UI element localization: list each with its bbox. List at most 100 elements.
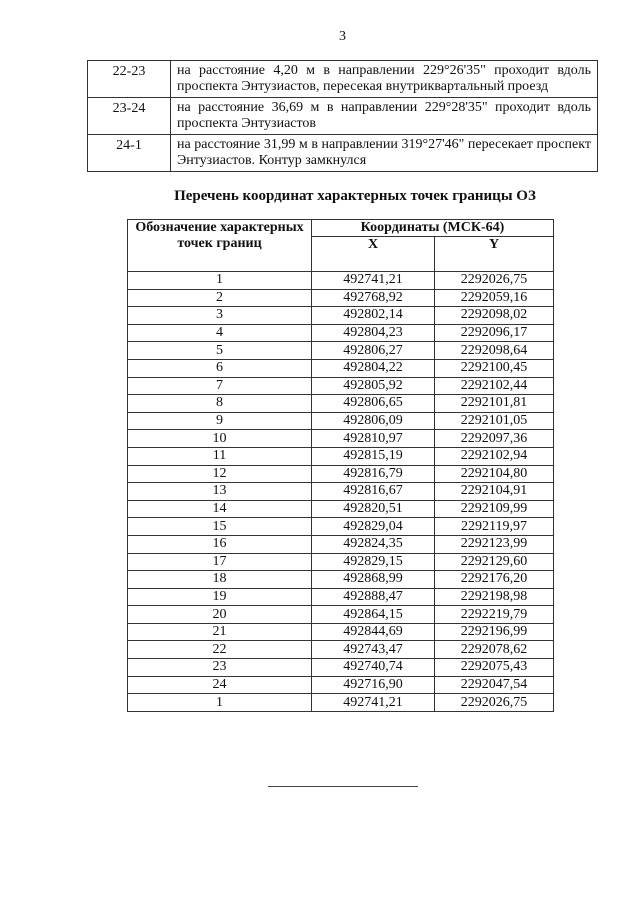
coordinates-table: Обозначение характерных точек границ Коо…	[127, 219, 554, 712]
table-row: 21 492844,69 2292196,99	[127, 622, 554, 642]
coord-x: 492829,15	[311, 552, 435, 572]
table-row: 22 492743,47 2292078,62	[127, 640, 554, 660]
point-number: 22	[127, 640, 312, 660]
coord-y: 2292101,05	[434, 411, 554, 431]
point-number: 19	[127, 587, 312, 607]
point-number: 17	[127, 552, 312, 572]
coord-x: 492741,21	[311, 693, 435, 712]
table-row: 23 492740,74 2292075,43	[127, 658, 554, 677]
table-row: 19 492888,47 2292198,98	[127, 587, 554, 607]
page-number: 3	[339, 29, 346, 44]
table-row: 6 492804,22 2292100,45	[127, 358, 554, 378]
point-number: 2	[127, 288, 312, 308]
coords-title: Перечень координат характерных точек гра…	[174, 188, 536, 204]
coord-y: 2292075,43	[434, 658, 554, 677]
coord-y: 2292078,62	[434, 640, 554, 660]
point-number: 7	[127, 376, 312, 396]
coord-x: 492740,74	[311, 658, 435, 677]
header-coords: Координаты (МСК-64)	[311, 219, 554, 237]
coord-x: 492888,47	[311, 587, 435, 607]
table-row: 11 492815,19 2292102,94	[127, 446, 554, 466]
point-number: 8	[127, 394, 312, 413]
coord-y: 2292059,16	[434, 288, 554, 308]
segment-id: 24-1	[87, 134, 171, 172]
coord-y: 2292102,44	[434, 376, 554, 396]
coord-y: 2292109,99	[434, 499, 554, 519]
point-number: 18	[127, 570, 312, 589]
table-row: 20 492864,15 2292219,79	[127, 605, 554, 624]
point-number: 6	[127, 358, 312, 378]
coord-x: 492743,47	[311, 640, 435, 660]
table-row: 5 492806,27 2292098,64	[127, 341, 554, 360]
table-row: 2 492768,92 2292059,16	[127, 288, 554, 308]
signature-line	[268, 786, 418, 787]
point-number: 13	[127, 482, 312, 501]
coord-x: 492820,51	[311, 499, 435, 519]
coord-x: 492868,99	[311, 570, 435, 589]
coord-x: 492806,09	[311, 411, 435, 431]
coord-y: 2292102,94	[434, 446, 554, 466]
point-number: 23	[127, 658, 312, 677]
coord-y: 2292123,99	[434, 534, 554, 554]
coord-x: 492768,92	[311, 288, 435, 308]
point-number: 1	[127, 693, 312, 712]
segment-row: 24-1 на расстояние 31,99 м в направлении …	[87, 134, 598, 172]
point-number: 10	[127, 429, 312, 448]
header-y: Y	[434, 236, 554, 272]
coord-x: 492741,21	[311, 271, 435, 290]
coord-y: 2292101,81	[434, 394, 554, 413]
point-number: 20	[127, 605, 312, 624]
point-number: 24	[127, 675, 312, 695]
coord-x: 492810,97	[311, 429, 435, 448]
coord-x: 492804,22	[311, 358, 435, 378]
table-row: 7 492805,92 2292102,44	[127, 376, 554, 396]
segment-description: на расстояние 4,20 м в направлении 229°2…	[170, 60, 598, 98]
coord-y: 2292104,91	[434, 482, 554, 501]
coord-x: 492802,14	[311, 306, 435, 325]
segment-row: 23-24 на расстояние 36,69 м в направлении…	[87, 97, 598, 135]
table-row: 4 492804,23 2292096,17	[127, 323, 554, 343]
coord-y: 2292176,20	[434, 570, 554, 589]
coord-y: 2292047,54	[434, 675, 554, 695]
point-number: 9	[127, 411, 312, 431]
segment-row: 22-23 на расстояние 4,20 м в направлении …	[87, 60, 598, 98]
coord-y: 2292026,75	[434, 693, 554, 712]
point-number: 15	[127, 517, 312, 536]
segment-id: 22-23	[87, 60, 171, 98]
table-row: 24 492716,90 2292047,54	[127, 675, 554, 695]
table-row: 1 492741,21 2292026,75	[127, 693, 554, 712]
table-row: 10 492810,97 2292097,36	[127, 429, 554, 448]
point-number: 16	[127, 534, 312, 554]
coord-x: 492864,15	[311, 605, 435, 624]
segment-id: 23-24	[87, 97, 171, 135]
coord-y: 2292119,97	[434, 517, 554, 536]
segments-table: 22-23 на расстояние 4,20 м в направлении …	[87, 60, 598, 172]
table-row: 9 492806,09 2292101,05	[127, 411, 554, 431]
table-row: 17 492829,15 2292129,60	[127, 552, 554, 572]
coord-y: 2292026,75	[434, 271, 554, 290]
coord-y: 2292104,80	[434, 464, 554, 484]
coord-y: 2292196,99	[434, 622, 554, 642]
coord-x: 492716,90	[311, 675, 435, 695]
point-number: 11	[127, 446, 312, 466]
table-row: 14 492820,51 2292109,99	[127, 499, 554, 519]
coord-x: 492805,92	[311, 376, 435, 396]
coord-y: 2292100,45	[434, 358, 554, 378]
coord-y: 2292096,17	[434, 323, 554, 343]
table-row: 3 492802,14 2292098,02	[127, 306, 554, 325]
point-number: 14	[127, 499, 312, 519]
header-point: Обозначение характерных точек границ	[127, 219, 312, 272]
point-number: 21	[127, 622, 312, 642]
coord-x: 492806,27	[311, 341, 435, 360]
header-x: X	[311, 236, 435, 272]
point-number: 5	[127, 341, 312, 360]
table-row: 16 492824,35 2292123,99	[127, 534, 554, 554]
coord-x: 492829,04	[311, 517, 435, 536]
table-row: 18 492868,99 2292176,20	[127, 570, 554, 589]
point-number: 1	[127, 271, 312, 290]
table-row: 13 492816,67 2292104,91	[127, 482, 554, 501]
table-row: 12 492816,79 2292104,80	[127, 464, 554, 484]
point-number: 12	[127, 464, 312, 484]
point-number: 3	[127, 306, 312, 325]
coord-x: 492816,79	[311, 464, 435, 484]
